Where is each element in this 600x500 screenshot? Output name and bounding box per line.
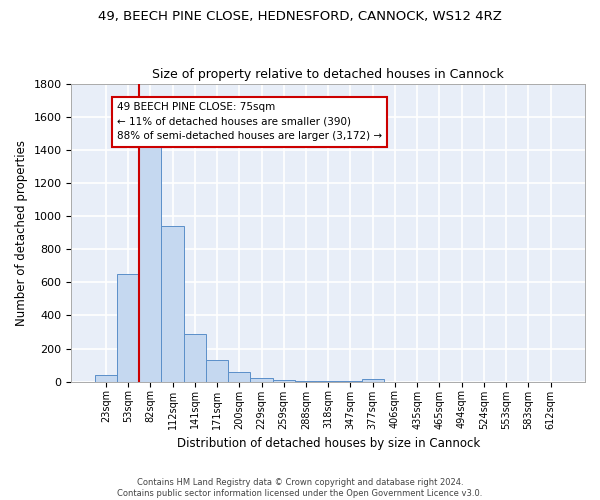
Bar: [250, 378, 272, 382]
Text: Contains HM Land Registry data © Crown copyright and database right 2024.
Contai: Contains HM Land Registry data © Crown c…: [118, 478, 482, 498]
Bar: [95, 375, 117, 382]
Bar: [340, 381, 362, 382]
Bar: [362, 379, 384, 382]
Bar: [161, 226, 184, 382]
Bar: [117, 274, 139, 382]
Bar: [184, 334, 206, 382]
X-axis label: Distribution of detached houses by size in Cannock: Distribution of detached houses by size …: [176, 437, 480, 450]
Title: Size of property relative to detached houses in Cannock: Size of property relative to detached ho…: [152, 68, 504, 81]
Bar: [317, 381, 340, 382]
Bar: [272, 380, 295, 382]
Text: 49 BEECH PINE CLOSE: 75sqm
← 11% of detached houses are smaller (390)
88% of sem: 49 BEECH PINE CLOSE: 75sqm ← 11% of deta…: [117, 102, 382, 142]
Text: 49, BEECH PINE CLOSE, HEDNESFORD, CANNOCK, WS12 4RZ: 49, BEECH PINE CLOSE, HEDNESFORD, CANNOC…: [98, 10, 502, 23]
Bar: [139, 138, 161, 382]
Y-axis label: Number of detached properties: Number of detached properties: [15, 140, 28, 326]
Bar: [206, 360, 228, 382]
Bar: [228, 372, 250, 382]
Bar: [295, 381, 317, 382]
